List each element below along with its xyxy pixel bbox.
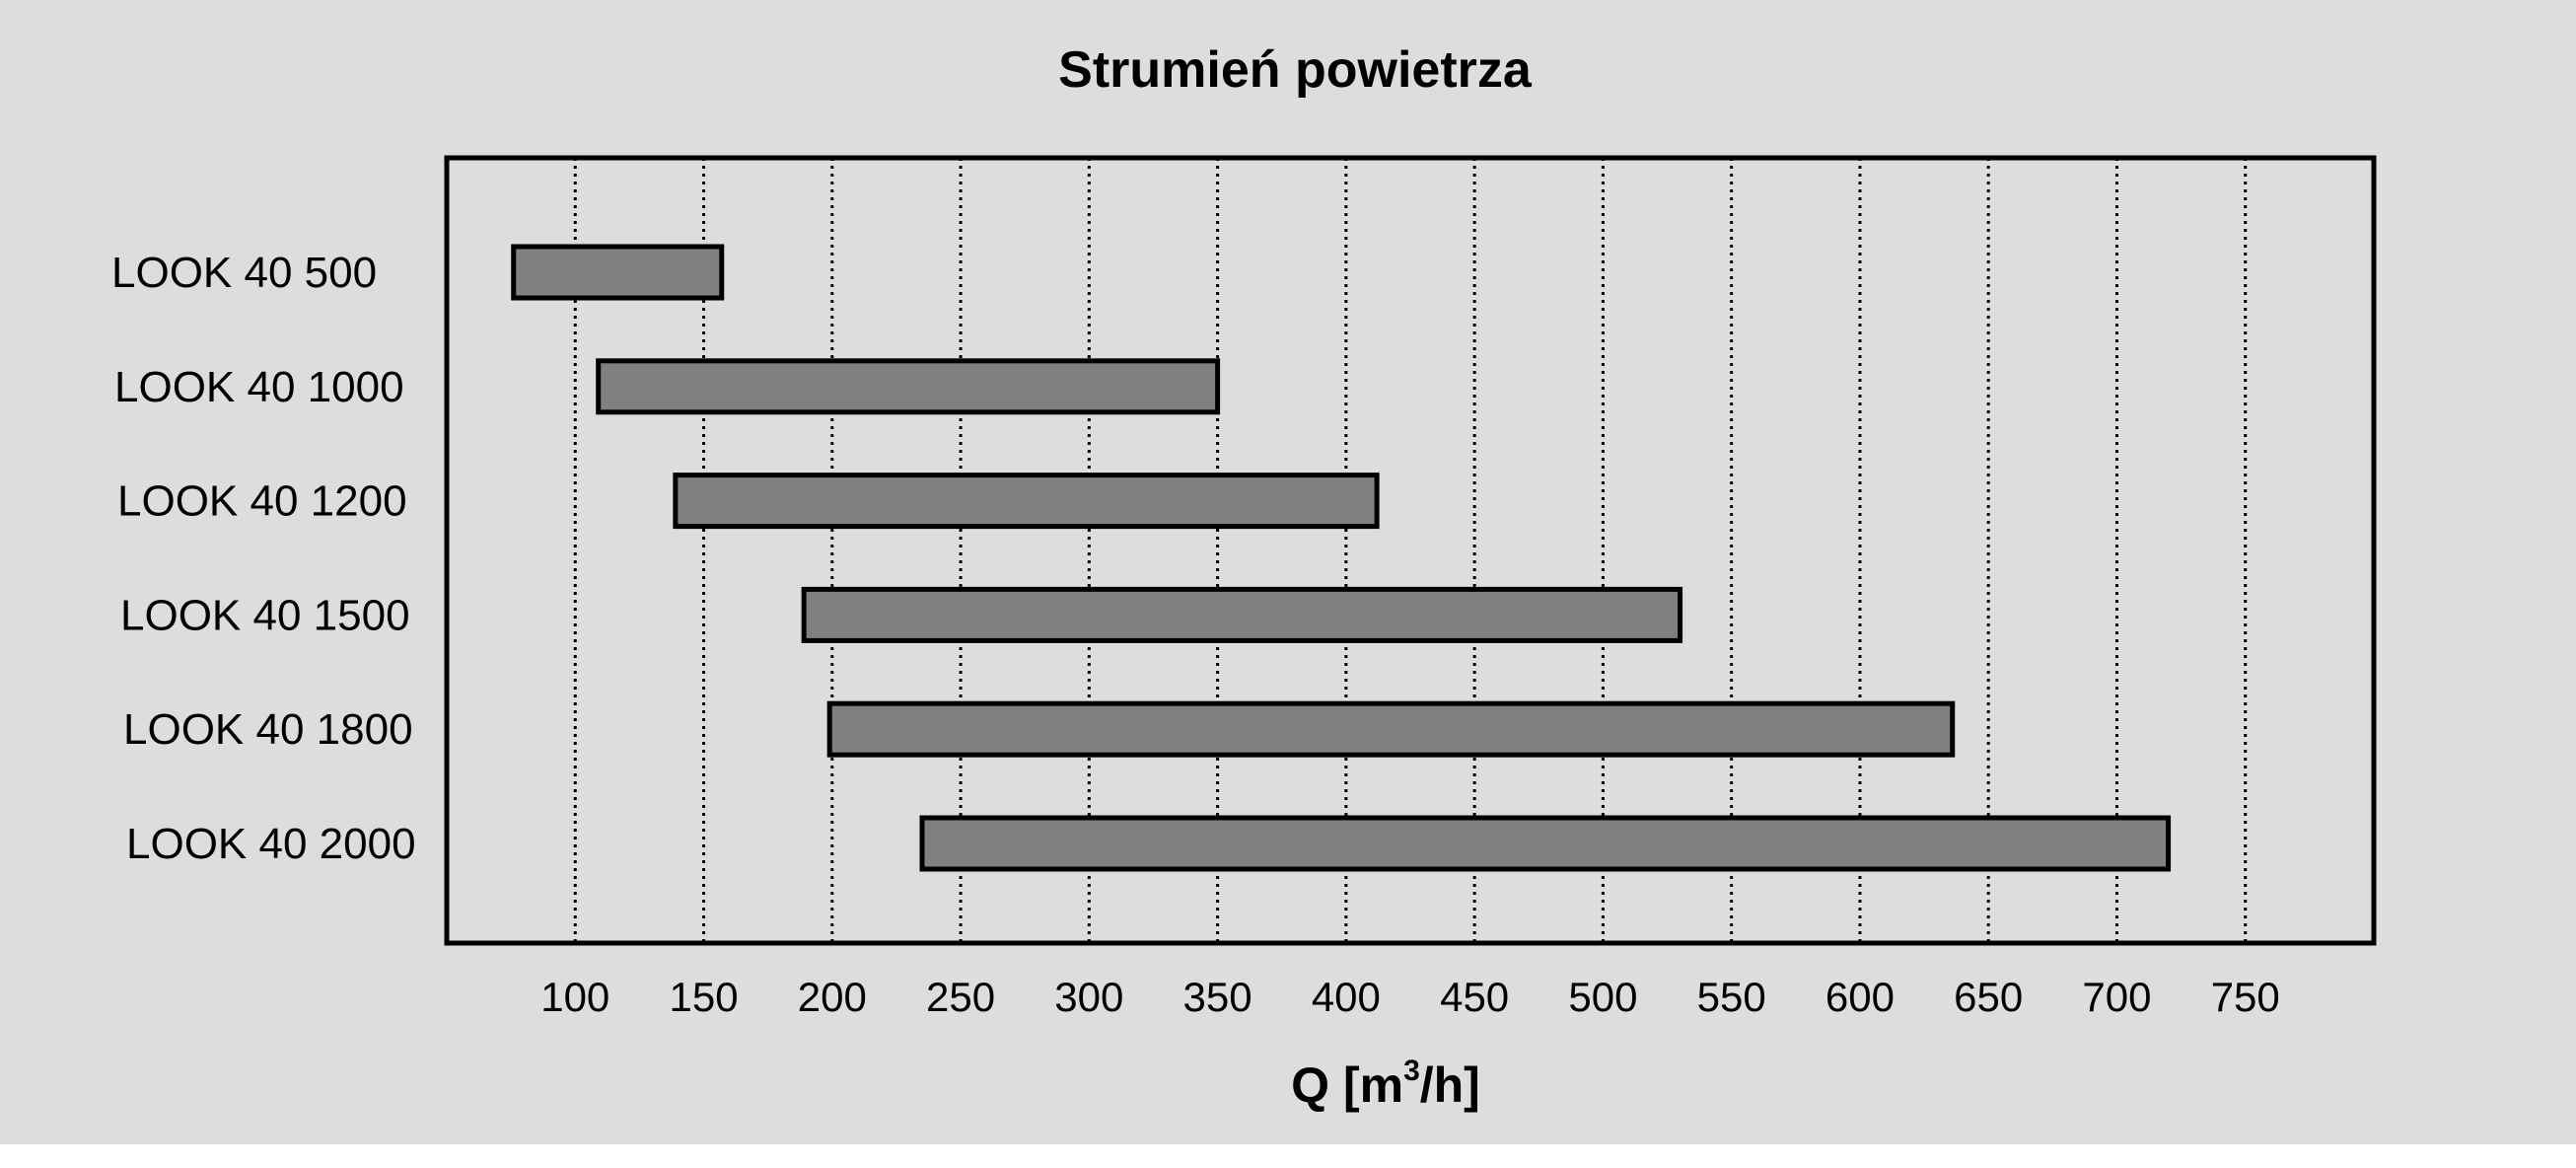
x-tick-label: 700 <box>2082 974 2151 1020</box>
chart-svg: Strumień powietrza LOOK 40 500 LOOK 40 10… <box>111 41 2377 1113</box>
category-label: LOOK 40 500 <box>111 249 377 297</box>
category-label: LOOK 40 1200 <box>117 477 407 526</box>
category-label: LOOK 40 1500 <box>120 591 410 639</box>
bar <box>826 700 1956 758</box>
x-tick-label: 450 <box>1440 974 1509 1020</box>
x-tick-label: 600 <box>1825 974 1895 1020</box>
x-tick-label: 550 <box>1697 974 1766 1020</box>
x-tick-label: 250 <box>926 974 995 1020</box>
x-axis-title: Q [m3/h] <box>1291 1055 1480 1113</box>
chart-title: Strumień powietrza <box>1058 41 1533 99</box>
x-tick-label: 150 <box>669 974 738 1020</box>
x-tick-label: 200 <box>798 974 867 1020</box>
category-labels: LOOK 40 500 LOOK 40 1000 LOOK 40 1200 LOOK … <box>111 249 416 868</box>
x-axis-title-tail: /h] <box>1420 1058 1480 1113</box>
bar <box>801 586 1683 643</box>
chart-panel: Strumień powietrza LOOK 40 500 LOOK 40 10… <box>0 0 2576 1144</box>
bar <box>673 473 1380 530</box>
x-tick-label: 500 <box>1568 974 1637 1020</box>
bar <box>511 244 725 301</box>
category-label: LOOK 40 1800 <box>123 705 413 754</box>
x-tick-labels: 100 150 200 250 300 350 400 450 500 550 600 650 700 7… <box>540 974 2280 1020</box>
category-label: LOOK 40 2000 <box>126 820 416 868</box>
x-tick-label: 350 <box>1183 974 1252 1020</box>
x-tick-label: 400 <box>1312 974 1381 1020</box>
x-tick-label: 750 <box>2211 974 2280 1020</box>
plot-area-frame <box>444 155 2377 946</box>
x-tick-label: 650 <box>1954 974 2023 1020</box>
bar <box>919 815 2172 872</box>
x-tick-label: 100 <box>540 974 609 1020</box>
x-tick-label: 300 <box>1054 974 1123 1020</box>
x-axis-title-superscript: 3 <box>1403 1055 1420 1087</box>
bar <box>596 358 1221 415</box>
x-axis-title-main: Q [m <box>1291 1058 1403 1113</box>
category-label: LOOK 40 1000 <box>114 363 404 411</box>
bars <box>511 244 2172 872</box>
